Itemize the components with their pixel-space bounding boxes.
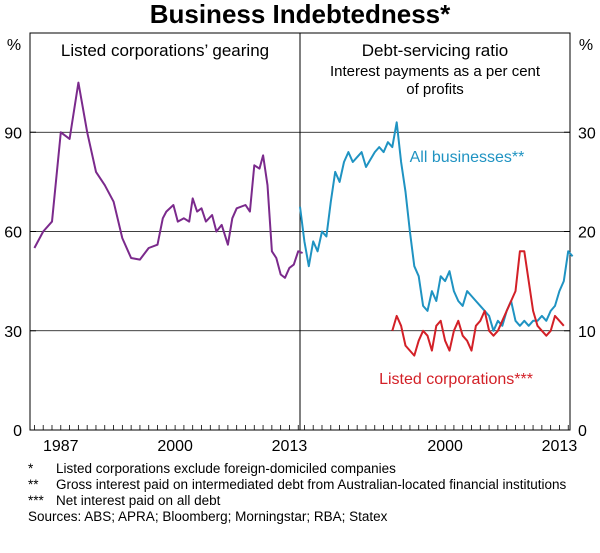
- series-layer: [33, 81, 574, 357]
- series-line-1-1: [391, 250, 565, 357]
- footnote-text: Listed corporations exclude foreign-domi…: [56, 461, 396, 476]
- left-axis-unit: %: [7, 37, 21, 54]
- right-panel-title: Debt-servicing ratio: [362, 41, 508, 60]
- right-axis-unit: %: [579, 37, 593, 54]
- right-y-tick-label: 30: [578, 125, 596, 142]
- right-panel-subtitle-line1: Interest payments as a per cent: [330, 63, 541, 80]
- sources-line: Sources: ABS; APRA; Bloomberg; Morningst…: [28, 509, 388, 524]
- series-line-0-0: [33, 81, 303, 279]
- footnote: *** Net interest paid on all debt: [28, 493, 588, 509]
- footnote-mark: ***: [28, 493, 44, 508]
- series-label-all-businesses: All businesses**: [410, 149, 525, 166]
- x-tick-label: 2013: [272, 438, 308, 455]
- footnote: * Listed corporations exclude foreign-do…: [28, 461, 588, 477]
- right-y-tick-label: 0: [578, 423, 587, 440]
- x-tick-label: 1987: [43, 438, 79, 455]
- footnotes: * Listed corporations exclude foreign-do…: [28, 461, 588, 525]
- left-y-tick-label: 60: [4, 225, 22, 242]
- right-y-tick-label: 20: [578, 225, 596, 242]
- left-panel-title: Listed corporations’ gearing: [61, 41, 269, 60]
- x-tick-label: 2013: [542, 438, 578, 455]
- series-line-1-0: [299, 121, 574, 332]
- footnote-text: Gross interest paid on intermediated deb…: [56, 477, 567, 492]
- right-panel-subtitle-line2: of profits: [406, 81, 464, 98]
- left-y-tick-label: 30: [4, 324, 22, 341]
- x-tick-label: 2000: [427, 438, 463, 455]
- footnote-text: Net interest paid on all debt: [56, 493, 221, 508]
- left-y-tick-label: 0: [13, 423, 22, 440]
- footnote-mark: **: [28, 477, 39, 492]
- series-label-listed-corporations: Listed corporations***: [379, 371, 533, 388]
- chart-title: Business Indebtedness*: [150, 0, 451, 29]
- footnote: ** Gross interest paid on intermediated …: [28, 477, 588, 493]
- x-tick-label: 2000: [157, 438, 193, 455]
- right-y-tick-label: 10: [578, 324, 596, 341]
- left-y-tick-label: 90: [4, 125, 22, 142]
- footnote-mark: *: [28, 461, 34, 476]
